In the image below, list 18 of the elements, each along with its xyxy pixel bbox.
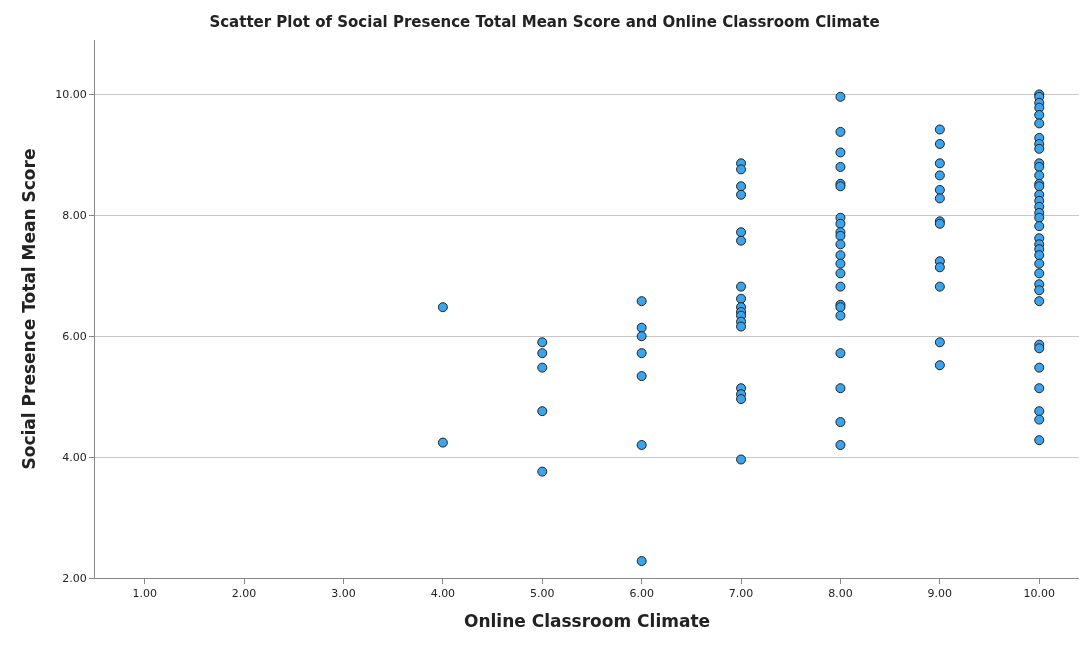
x-axis-title: Online Classroom Climate	[463, 610, 711, 631]
x-tick-label: 6.00	[629, 587, 654, 601]
x-tick-label: 3.00	[331, 587, 356, 601]
x-tick-label: 10.00	[1023, 587, 1055, 601]
chart-title: Scatter Plot of Social Presence Total Mean Score and Online Classroom Climate	[209, 12, 880, 31]
y-tick-label: 10.00	[55, 88, 87, 102]
x-tick-label: 7.00	[728, 587, 754, 601]
y-tick-label: 6.00	[62, 330, 87, 344]
y-tick-label: 4.00	[62, 450, 87, 464]
x-tick-label: 5.00	[530, 587, 555, 601]
x-tick-label: 4.00	[430, 587, 456, 601]
x-tick-label: 9.00	[927, 587, 953, 601]
y-tick-label: 8.00	[62, 209, 87, 223]
y-axis-title: Social Presence Total Mean Score	[18, 148, 39, 470]
x-tick-label: 2.00	[231, 587, 257, 601]
x-tick-label: 8.00	[828, 587, 853, 601]
y-tick-label: 2.00	[62, 571, 87, 585]
x-tick-label: 1.00	[132, 587, 157, 601]
